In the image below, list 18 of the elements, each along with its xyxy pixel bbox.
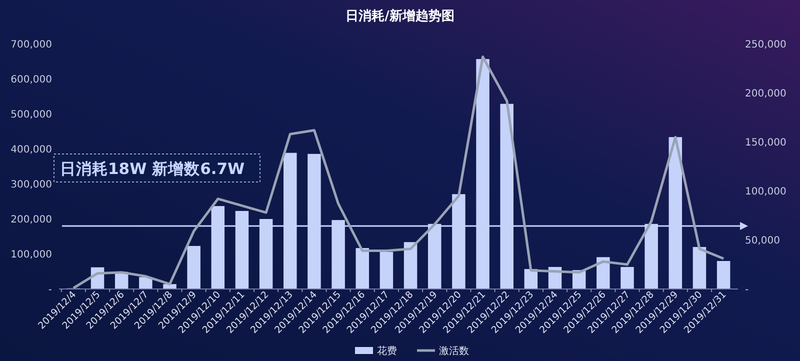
- y2-tick-label: 200,000: [745, 88, 786, 100]
- y-tick-label: 700,000: [10, 40, 52, 50]
- y-tick-label: 600,000: [10, 74, 52, 86]
- y2-tick-label: 250,000: [745, 40, 786, 50]
- y-tick-label: 100,000: [10, 250, 52, 260]
- y2-tick-label: 150,000: [745, 138, 786, 148]
- y-tick-label: 300,000: [10, 180, 52, 190]
- y2-tick-label: 100,000: [745, 186, 786, 198]
- y2-tick-label: 50,000: [745, 236, 780, 246]
- y-tick-label: -: [48, 284, 52, 296]
- y-tick-label: 500,000: [10, 110, 52, 120]
- y2-tick-label: -: [745, 284, 749, 296]
- annotation: 日消耗18W 新增数6.7W: [60, 160, 245, 178]
- y-tick-label: 200,000: [10, 214, 52, 226]
- y-tick-label: 400,000: [10, 144, 52, 156]
- legend-label: 花费: [377, 345, 397, 357]
- legend-label: 激活数: [439, 345, 469, 357]
- chart-title: 日消耗/新增趋势图: [346, 8, 454, 24]
